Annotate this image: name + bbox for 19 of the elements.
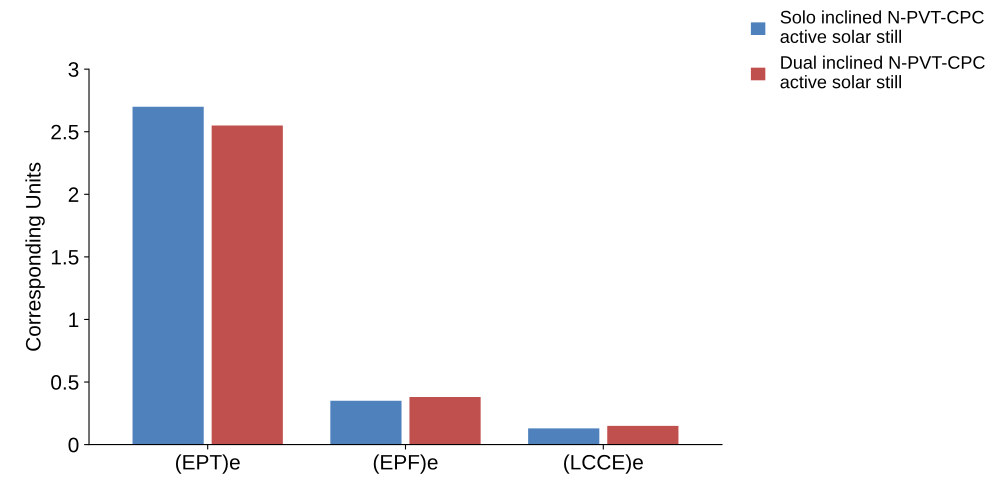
x-tick-label: (EPT)e <box>176 454 240 474</box>
y-tick-label: 3 <box>68 62 78 77</box>
y-tick-label: 2.5 <box>51 124 78 140</box>
y-axis-title: Corresponding Units <box>25 162 45 351</box>
bar <box>212 125 283 445</box>
bar <box>409 397 481 445</box>
bar <box>330 400 402 445</box>
y-tick-label: 1 <box>69 312 78 327</box>
x-tick-label: (EPF)e <box>374 454 438 474</box>
bar <box>528 428 600 445</box>
bar <box>132 106 204 445</box>
legend-label: Dual inclined N-PVT-CPC active solar still <box>780 56 985 88</box>
y-tick-label: 0 <box>68 438 78 452</box>
y-tick-label: 0.5 <box>51 375 78 390</box>
legend-label: Solo inclined N-PVT-CPC active solar still <box>780 10 984 44</box>
y-tick-label: 2 <box>68 187 78 202</box>
x-tick-label: (LCCE)e <box>564 454 643 474</box>
bar <box>607 426 678 445</box>
y-tick-label: 1.5 <box>52 250 78 265</box>
